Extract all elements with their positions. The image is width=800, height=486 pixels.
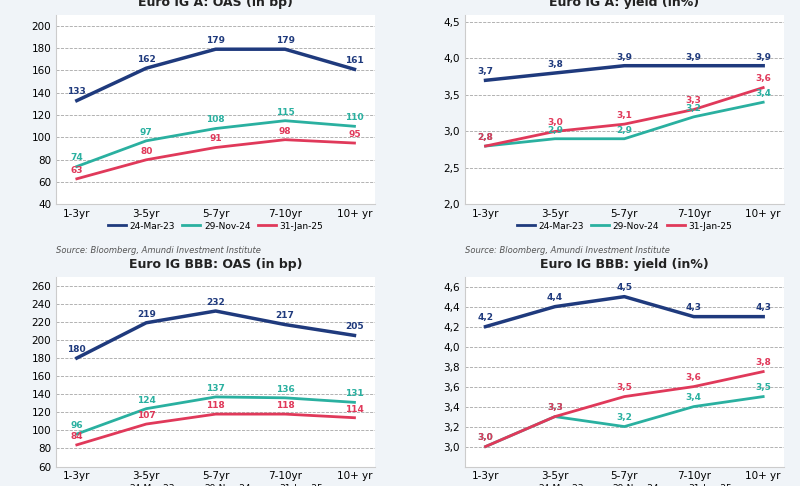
Text: 3,8: 3,8 — [755, 359, 771, 367]
Text: 3,3: 3,3 — [686, 96, 702, 105]
Text: 3,9: 3,9 — [755, 52, 771, 62]
Text: 84: 84 — [70, 432, 83, 441]
Text: 137: 137 — [206, 384, 225, 393]
Text: 3,9: 3,9 — [616, 52, 632, 62]
Text: 3,4: 3,4 — [755, 89, 771, 98]
Text: 107: 107 — [137, 411, 156, 420]
Text: 4,4: 4,4 — [547, 294, 563, 302]
Text: 3,2: 3,2 — [686, 104, 702, 113]
Text: 80: 80 — [140, 147, 153, 156]
Text: 4,3: 4,3 — [755, 303, 771, 312]
Text: Source: Bloomberg, Amundi Investment Institute: Source: Bloomberg, Amundi Investment Ins… — [56, 246, 261, 255]
Text: 4,5: 4,5 — [616, 283, 632, 293]
Text: 4,2: 4,2 — [478, 313, 494, 323]
Text: 2,8: 2,8 — [478, 133, 494, 142]
Text: 91: 91 — [210, 134, 222, 143]
Legend: 24-Mar-23, 29-Nov-24, 31-Jan-25: 24-Mar-23, 29-Nov-24, 31-Jan-25 — [105, 480, 327, 486]
Text: 95: 95 — [348, 130, 361, 139]
Text: 3,0: 3,0 — [547, 118, 563, 127]
Text: 3,6: 3,6 — [686, 373, 702, 382]
Text: 180: 180 — [67, 345, 86, 354]
Text: 63: 63 — [70, 166, 83, 174]
Text: 124: 124 — [137, 396, 156, 404]
Text: 133: 133 — [67, 87, 86, 96]
Text: 2,9: 2,9 — [547, 125, 563, 135]
Text: 3,9: 3,9 — [686, 52, 702, 62]
Text: 219: 219 — [137, 310, 156, 319]
Text: 179: 179 — [206, 36, 225, 45]
Text: 232: 232 — [206, 298, 225, 307]
Text: 217: 217 — [276, 312, 294, 320]
Legend: 24-Mar-23, 29-Nov-24, 31-Jan-25: 24-Mar-23, 29-Nov-24, 31-Jan-25 — [513, 218, 735, 234]
Title: Euro IG BBB: yield (in%): Euro IG BBB: yield (in%) — [540, 259, 709, 271]
Text: 3,1: 3,1 — [617, 111, 632, 120]
Text: 2,8: 2,8 — [478, 133, 494, 142]
Title: Euro IG A: yield (in%): Euro IG A: yield (in%) — [550, 0, 699, 9]
Title: Euro IG A: OAS (in bp): Euro IG A: OAS (in bp) — [138, 0, 293, 9]
Text: 4,3: 4,3 — [686, 303, 702, 312]
Text: 3,5: 3,5 — [617, 383, 632, 392]
Text: 131: 131 — [345, 389, 364, 398]
Text: 3,7: 3,7 — [478, 67, 494, 76]
Text: 110: 110 — [345, 113, 364, 122]
Text: Source: Bloomberg, Amundi Investment Institute: Source: Bloomberg, Amundi Investment Ins… — [465, 246, 670, 255]
Text: 98: 98 — [278, 126, 291, 136]
Text: 3,4: 3,4 — [686, 394, 702, 402]
Text: 97: 97 — [140, 128, 153, 137]
Text: 179: 179 — [275, 36, 294, 45]
Legend: 24-Mar-23, 29-Nov-24, 31-Jan-25: 24-Mar-23, 29-Nov-24, 31-Jan-25 — [513, 480, 735, 486]
Text: 118: 118 — [276, 401, 294, 410]
Text: 3,0: 3,0 — [478, 434, 494, 442]
Text: 161: 161 — [345, 56, 364, 65]
Text: 136: 136 — [276, 384, 294, 394]
Text: 3,6: 3,6 — [755, 74, 771, 84]
Text: 114: 114 — [345, 404, 364, 414]
Text: 3,2: 3,2 — [617, 414, 632, 422]
Text: 96: 96 — [70, 421, 83, 430]
Text: 115: 115 — [276, 107, 294, 117]
Text: 3,5: 3,5 — [755, 383, 771, 392]
Text: 205: 205 — [345, 322, 364, 331]
Text: 3,3: 3,3 — [547, 403, 563, 413]
Text: 3,0: 3,0 — [478, 434, 494, 442]
Text: 2,9: 2,9 — [616, 125, 632, 135]
Text: 108: 108 — [206, 115, 225, 124]
Text: 118: 118 — [206, 401, 225, 410]
Text: 3,8: 3,8 — [547, 60, 563, 69]
Text: 162: 162 — [137, 55, 156, 64]
Text: 3,3: 3,3 — [547, 403, 563, 413]
Title: Euro IG BBB: OAS (in bp): Euro IG BBB: OAS (in bp) — [129, 259, 302, 271]
Legend: 24-Mar-23, 29-Nov-24, 31-Jan-25: 24-Mar-23, 29-Nov-24, 31-Jan-25 — [105, 218, 327, 234]
Text: 74: 74 — [70, 154, 83, 162]
